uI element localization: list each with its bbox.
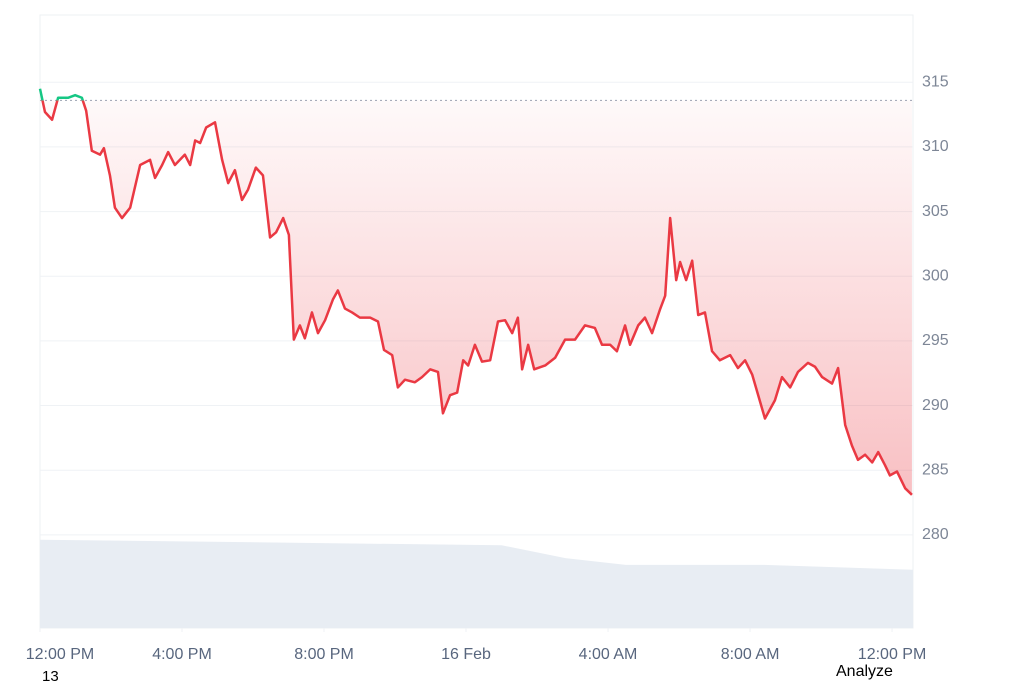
analyze-button[interactable]: Analyze (836, 663, 893, 680)
y-tick-label: 280 (922, 526, 949, 543)
y-tick-label: 290 (922, 397, 949, 414)
volume-area (40, 539, 913, 628)
x-tick-label: 12:00 PM (26, 646, 94, 663)
y-tick-label: 315 (922, 73, 949, 90)
x-tick-label: 8:00 PM (294, 646, 354, 663)
x-tick-label: 12:00 PM (858, 646, 926, 663)
x-tick-label: 4:00 PM (152, 646, 212, 663)
y-tick-label: 305 (922, 203, 949, 220)
y-tick-label: 310 (922, 138, 949, 155)
y-tick-label: 300 (922, 267, 949, 284)
y-tick-label: 295 (922, 332, 949, 349)
x-tick-label: 4:00 AM (579, 646, 638, 663)
x-tick-label: 16 Feb (441, 646, 491, 663)
footer-left: 13 (42, 668, 59, 683)
price-area-down (42, 100, 912, 495)
y-tick-label: 285 (922, 461, 949, 478)
price-line-down (41, 100, 913, 496)
x-tick-label: 8:00 AM (721, 646, 780, 663)
